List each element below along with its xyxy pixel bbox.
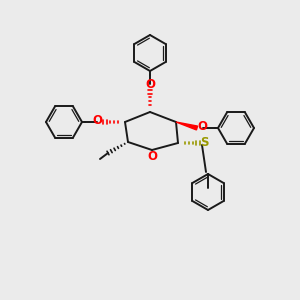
Text: O: O — [145, 77, 155, 91]
Text: O: O — [197, 121, 207, 134]
Text: O: O — [147, 149, 157, 163]
Polygon shape — [176, 122, 197, 130]
Text: S: S — [200, 136, 208, 148]
Text: O: O — [92, 115, 102, 128]
